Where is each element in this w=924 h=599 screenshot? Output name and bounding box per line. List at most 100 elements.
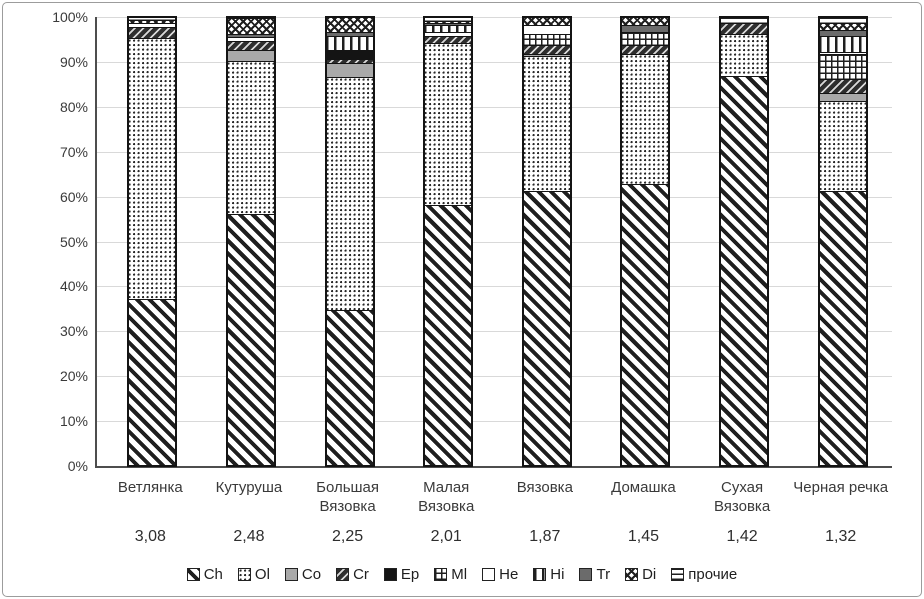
y-tick-label: 90% [59,53,88,70]
category-value: 1,45 [627,528,659,545]
legend-label: Hi [550,566,565,583]
gridline [97,61,892,63]
bar-column-4 [423,15,474,468]
bar-segment-Tr [324,31,375,39]
gridline [97,376,892,378]
bar-segment-Co [817,93,868,104]
legend-swatch-grid-icon [434,568,448,581]
category-value: 1,42 [726,528,758,545]
bar-segment-Cr [521,45,572,57]
category-label: Малая Вязовка [418,479,475,515]
bar-segment-Hi [817,36,868,54]
legend-label: прочие [688,566,738,583]
category-value: 1,87 [529,528,561,545]
y-tick-label: 100% [52,9,88,25]
bar-segment-Cr [225,40,276,52]
gridline [97,286,892,288]
bar-segment-Ol [127,38,178,301]
legend-label: Ch [203,566,223,583]
bar-segment-Tr [817,30,868,39]
legend-label: He [499,566,519,583]
bar-segment-Co [324,63,375,79]
legend-label: Cr [353,566,369,583]
bar-segment-Di [521,16,572,28]
bar-segment-Ch [817,191,868,467]
category-value: 2,01 [430,528,462,545]
bar-segment-He [521,25,572,37]
bar-segment-Ch [719,76,770,467]
y-tick-label: 20% [59,368,88,385]
bar-segment-Ol [719,33,770,79]
y-tick-label: 10% [59,413,88,430]
bar-segment-Ch [521,191,572,467]
legend-swatch-dots-icon [237,568,251,581]
legend-item-Co: Co [284,566,322,583]
bar-column-1 [127,16,178,468]
gridline [97,151,892,153]
legend-swatch-gray-icon [284,568,298,581]
bar-segment-Ch [423,204,474,468]
legend-item-Ep: Ep [383,566,419,583]
legend-swatch-darkgray-icon [579,568,593,581]
bar-segment-Ol [620,54,671,187]
bar-column-5 [521,16,572,467]
bar-segment-Ch [225,213,276,468]
bar-segment-Cr [127,27,178,41]
category-label: Вязовка [516,479,573,496]
category-value: 2,48 [233,528,265,545]
bar-segment-Hi [324,36,375,52]
gridline [97,421,892,423]
legend-item-прочие: прочие [671,566,737,583]
legend-label: Di [642,566,657,583]
bar-segment-He [127,22,178,30]
legend-swatch-crosshatch-icon [625,568,639,581]
bar-segment-прочие [719,16,770,25]
category-axis: Ветлянка Кутуруша Большая Вязовка Малая Вяз… [95,478,890,516]
legend-swatch-diag-icon [186,568,200,581]
y-tick-label: 70% [59,143,88,160]
legend-item-Ol: Ol [237,566,270,583]
bar-segment-Tr [423,22,474,28]
gridline [97,196,892,198]
category-label: Сухая Вязовка [713,479,771,515]
legend-swatch-horiz-icon [671,568,685,581]
y-tick-label: 50% [59,233,88,250]
bar-segment-Ml [521,33,572,48]
bar-segment-Di [225,18,276,36]
bar-column-7 [719,16,770,467]
legend-item-Di: Di [625,566,656,583]
legend-item-Hi: Hi [533,566,564,583]
legend-item-Ml: Ml [434,566,467,583]
bars-layer [97,15,892,468]
legend-swatch-white-icon [482,568,496,581]
gridline [97,106,892,108]
category-label: Черная речка [793,479,889,496]
legend-label: Ml [451,566,468,583]
legend-item-Cr: Cr [336,566,369,583]
legend-swatch-vert-icon [533,568,547,581]
category-value: 1,32 [825,528,857,545]
bar-segment-He [817,51,868,57]
bar-column-8 [817,16,868,467]
bar-segment-Co [225,49,276,63]
bar-segment-Cr [719,22,770,36]
category-value: 3,08 [134,528,166,545]
bar-segment-Ol [423,42,474,207]
bar-segment-Ol [521,56,572,194]
gridline [97,241,892,243]
bar-segment-Ch [127,298,178,468]
legend-item-Tr: Tr [579,566,610,583]
bar-segment-Ch [324,310,375,467]
bar-column-2 [225,15,276,468]
bar-segment-Cr [423,36,474,45]
bar-segment-Co [521,54,572,59]
bar-segment-прочие [817,16,868,25]
legend-label: Tr [596,566,611,583]
bar-column-6 [620,16,671,467]
bar-segment-Cr [324,58,375,66]
legend-label: Co [301,566,322,583]
bar-segment-Di [324,16,375,34]
bar-segment-Ol [324,76,375,313]
